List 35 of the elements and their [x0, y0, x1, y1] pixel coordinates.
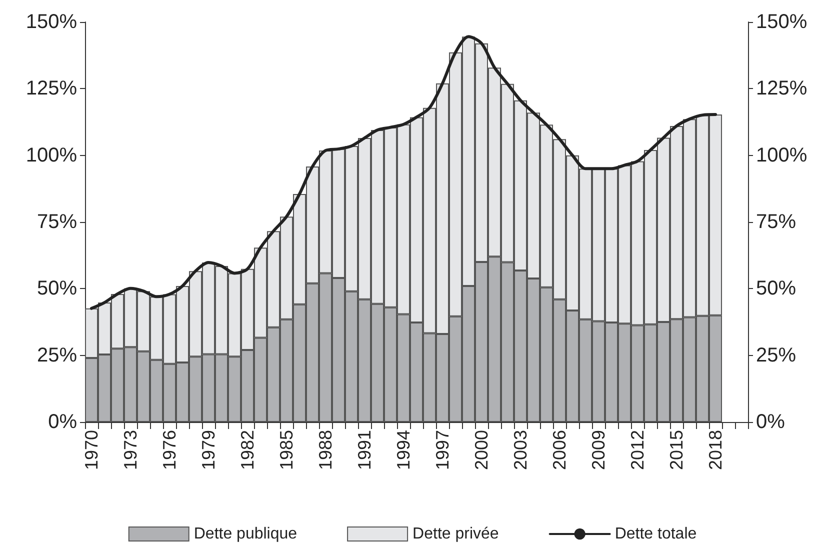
line-series [90, 35, 717, 310]
x-tick-label: 1970 [82, 430, 102, 470]
y-tick-label: 100% [26, 144, 78, 166]
y2-tick-label: 50% [756, 278, 796, 300]
x-tick-label: 2012 [628, 430, 648, 470]
y2-tick-label: 125% [756, 78, 808, 100]
x-tick-label: 1997 [432, 430, 452, 470]
x-tick-label: 1994 [394, 430, 414, 470]
y-tick-label: 75% [36, 211, 78, 233]
y2-tick-label: 0% [756, 411, 786, 433]
legend-label: Dette totale [614, 526, 697, 542]
x-tick-label: 1991 [354, 430, 374, 470]
y-tick-label: 0% [48, 411, 78, 433]
legend-label: Dette privée [412, 526, 499, 542]
legend-label: Dette publique [194, 526, 298, 542]
x-tick-label: 2003 [510, 430, 530, 470]
y-tick-label: 50% [36, 278, 78, 300]
x-tick-label: 1982 [238, 430, 258, 470]
y-tick-label: 25% [36, 344, 78, 366]
x-tick-label: 2006 [550, 430, 570, 470]
x-tick-label: 1985 [276, 430, 296, 470]
x-tick-label: 1979 [198, 430, 218, 470]
y2-tick-label: 100% [756, 144, 808, 166]
y-tick-label: 150% [26, 11, 78, 33]
x-tick-label: 2000 [472, 430, 492, 470]
x-tick-label: 1976 [160, 430, 180, 470]
y2-tick-label: 150% [756, 11, 808, 33]
y2-tick-label: 25% [756, 344, 796, 366]
y2-tick-label: 75% [756, 211, 796, 233]
x-tick-label: 2009 [588, 430, 608, 470]
x-tick-label: 2015 [666, 430, 686, 470]
x-tick-label: 2018 [706, 430, 726, 470]
x-tick-label: 1988 [316, 430, 336, 470]
x-tick-label: 1973 [120, 430, 140, 470]
y-tick-label: 125% [26, 78, 78, 100]
